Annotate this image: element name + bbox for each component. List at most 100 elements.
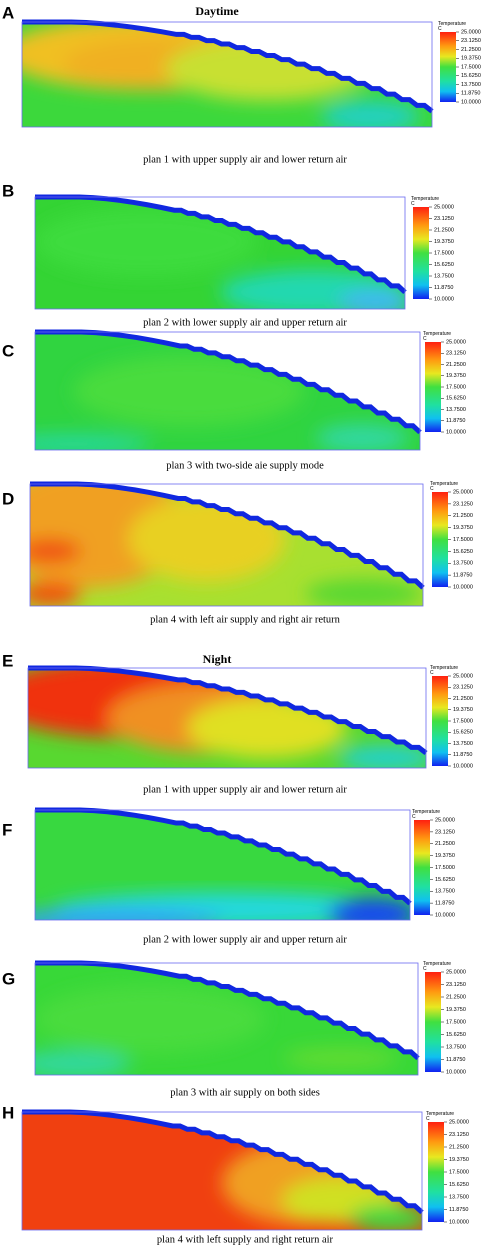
panel-caption: plan 3 with air supply on both sides — [170, 1087, 320, 1098]
roof — [35, 960, 420, 1061]
panel-letter: F — [2, 820, 12, 839]
temp-zone — [128, 496, 286, 582]
colorbar-label: 25.0000 — [453, 673, 473, 679]
colorbar-label: 13.7500 — [446, 1044, 466, 1050]
roof — [22, 19, 434, 114]
colorbar-label: 13.7500 — [435, 889, 455, 895]
colorbar-label: 15.6250 — [434, 262, 454, 268]
colorbar-label: 21.2500 — [453, 513, 473, 519]
colorbar-label: 23.1250 — [435, 829, 455, 835]
temp-zone — [35, 208, 257, 276]
contour-field — [22, 22, 432, 127]
colorbar-label: 19.3750 — [453, 707, 473, 713]
legend-title: Temperature — [423, 331, 451, 337]
temp-zone — [35, 1050, 131, 1075]
temp-zone — [338, 746, 426, 768]
contour-field — [35, 963, 418, 1075]
colorbar-label: 15.6250 — [446, 1032, 466, 1038]
panel-letter: B — [2, 181, 14, 200]
temp-zone — [30, 581, 82, 606]
panel-caption: plan 3 with two-side aie supply mode — [166, 460, 324, 471]
colorbar-label: 11.8750 — [435, 901, 454, 907]
plot-frame — [34, 196, 406, 310]
colorbar-label: 17.5000 — [449, 1169, 469, 1175]
roof — [35, 807, 412, 906]
panel-caption: plan 1 with upper supply air and lower r… — [143, 784, 347, 795]
colorbar-label: 10.0000 — [446, 1069, 466, 1075]
colorbar-label: 17.5000 — [453, 537, 473, 543]
legend-title: Temperature — [412, 809, 440, 815]
colorbar-label: 23.1250 — [446, 351, 466, 357]
colorbar-label: 19.3750 — [446, 1007, 466, 1013]
legend-title: Temperature — [411, 196, 439, 202]
colorbar-label: 19.3750 — [453, 525, 473, 531]
legend-title: Temperature — [423, 961, 451, 967]
plot-frame — [29, 483, 424, 607]
colorbar-label: 25.0000 — [453, 489, 473, 495]
legend-title: Temperature — [430, 481, 458, 487]
colorbar — [413, 207, 429, 299]
legend-unit: C — [430, 670, 434, 676]
temp-zone — [316, 424, 409, 450]
colorbar-label: 10.0000 — [435, 912, 455, 918]
colorbar-label: 23.1250 — [449, 1132, 469, 1138]
temp-zone — [30, 538, 82, 564]
colorbar-label: 15.6250 — [435, 877, 455, 883]
colorbar-label: 11.8750 — [446, 418, 465, 424]
colorbar — [432, 492, 448, 587]
panel: CTemperatureC25.000023.125021.250019.375… — [2, 329, 466, 471]
colorbar — [432, 676, 448, 766]
colorbar-label: 19.3750 — [461, 56, 481, 62]
colorbar-label: 13.7500 — [453, 741, 473, 747]
roof — [22, 1109, 424, 1215]
colorbar-label: 25.0000 — [435, 817, 455, 823]
legend-unit: C — [423, 336, 427, 342]
colorbar-label: 17.5000 — [446, 384, 466, 390]
colorbar-label: 13.7500 — [434, 273, 454, 279]
colorbar-label: 21.2500 — [435, 841, 455, 847]
colorbar — [414, 820, 430, 915]
colorbar-label: 17.5000 — [435, 865, 455, 871]
contour-field — [28, 668, 426, 768]
colorbar-label: 11.8750 — [461, 91, 480, 97]
colorbar-label: 25.0000 — [434, 204, 454, 210]
blobs — [222, 1141, 422, 1230]
blobs — [30, 484, 423, 606]
temp-zone — [350, 1204, 422, 1230]
colorbar-label: 19.3750 — [435, 853, 455, 859]
contour-field — [35, 197, 405, 309]
legend-unit: C — [430, 486, 434, 492]
colorbar-label: 10.0000 — [449, 1219, 469, 1225]
legend-title: Temperature — [430, 665, 458, 671]
temp-zone — [321, 100, 420, 127]
panel-letter: E — [2, 651, 13, 670]
contour-field — [35, 332, 420, 450]
colorbar-label: 21.2500 — [434, 227, 454, 233]
colorbar-label: 13.7500 — [449, 1194, 469, 1200]
panel-caption: plan 1 with upper supply air and lower r… — [143, 154, 347, 165]
colorbar-label: 15.6250 — [446, 396, 466, 402]
plot-frame — [34, 962, 419, 1076]
plot-frame — [21, 1111, 423, 1231]
plot-frame — [34, 809, 411, 921]
contour-field — [22, 1112, 422, 1230]
colorbar-label: 10.0000 — [434, 296, 454, 302]
plot-frame — [27, 667, 427, 769]
colorbar-label: 10.0000 — [461, 99, 481, 105]
blobs — [35, 892, 410, 920]
colorbar-label: 19.3750 — [449, 1157, 469, 1163]
roof — [28, 665, 428, 755]
contour-field — [30, 484, 423, 606]
temp-zone — [35, 909, 223, 920]
legend-title: Temperature — [438, 21, 466, 27]
colorbar-label: 25.0000 — [449, 1119, 469, 1125]
legend-unit: C — [426, 1116, 430, 1122]
colorbar-label: 21.2500 — [446, 994, 466, 1000]
colorbar-label: 13.7500 — [453, 561, 473, 567]
temp-zone — [305, 579, 423, 606]
temp-zone — [35, 985, 265, 1053]
